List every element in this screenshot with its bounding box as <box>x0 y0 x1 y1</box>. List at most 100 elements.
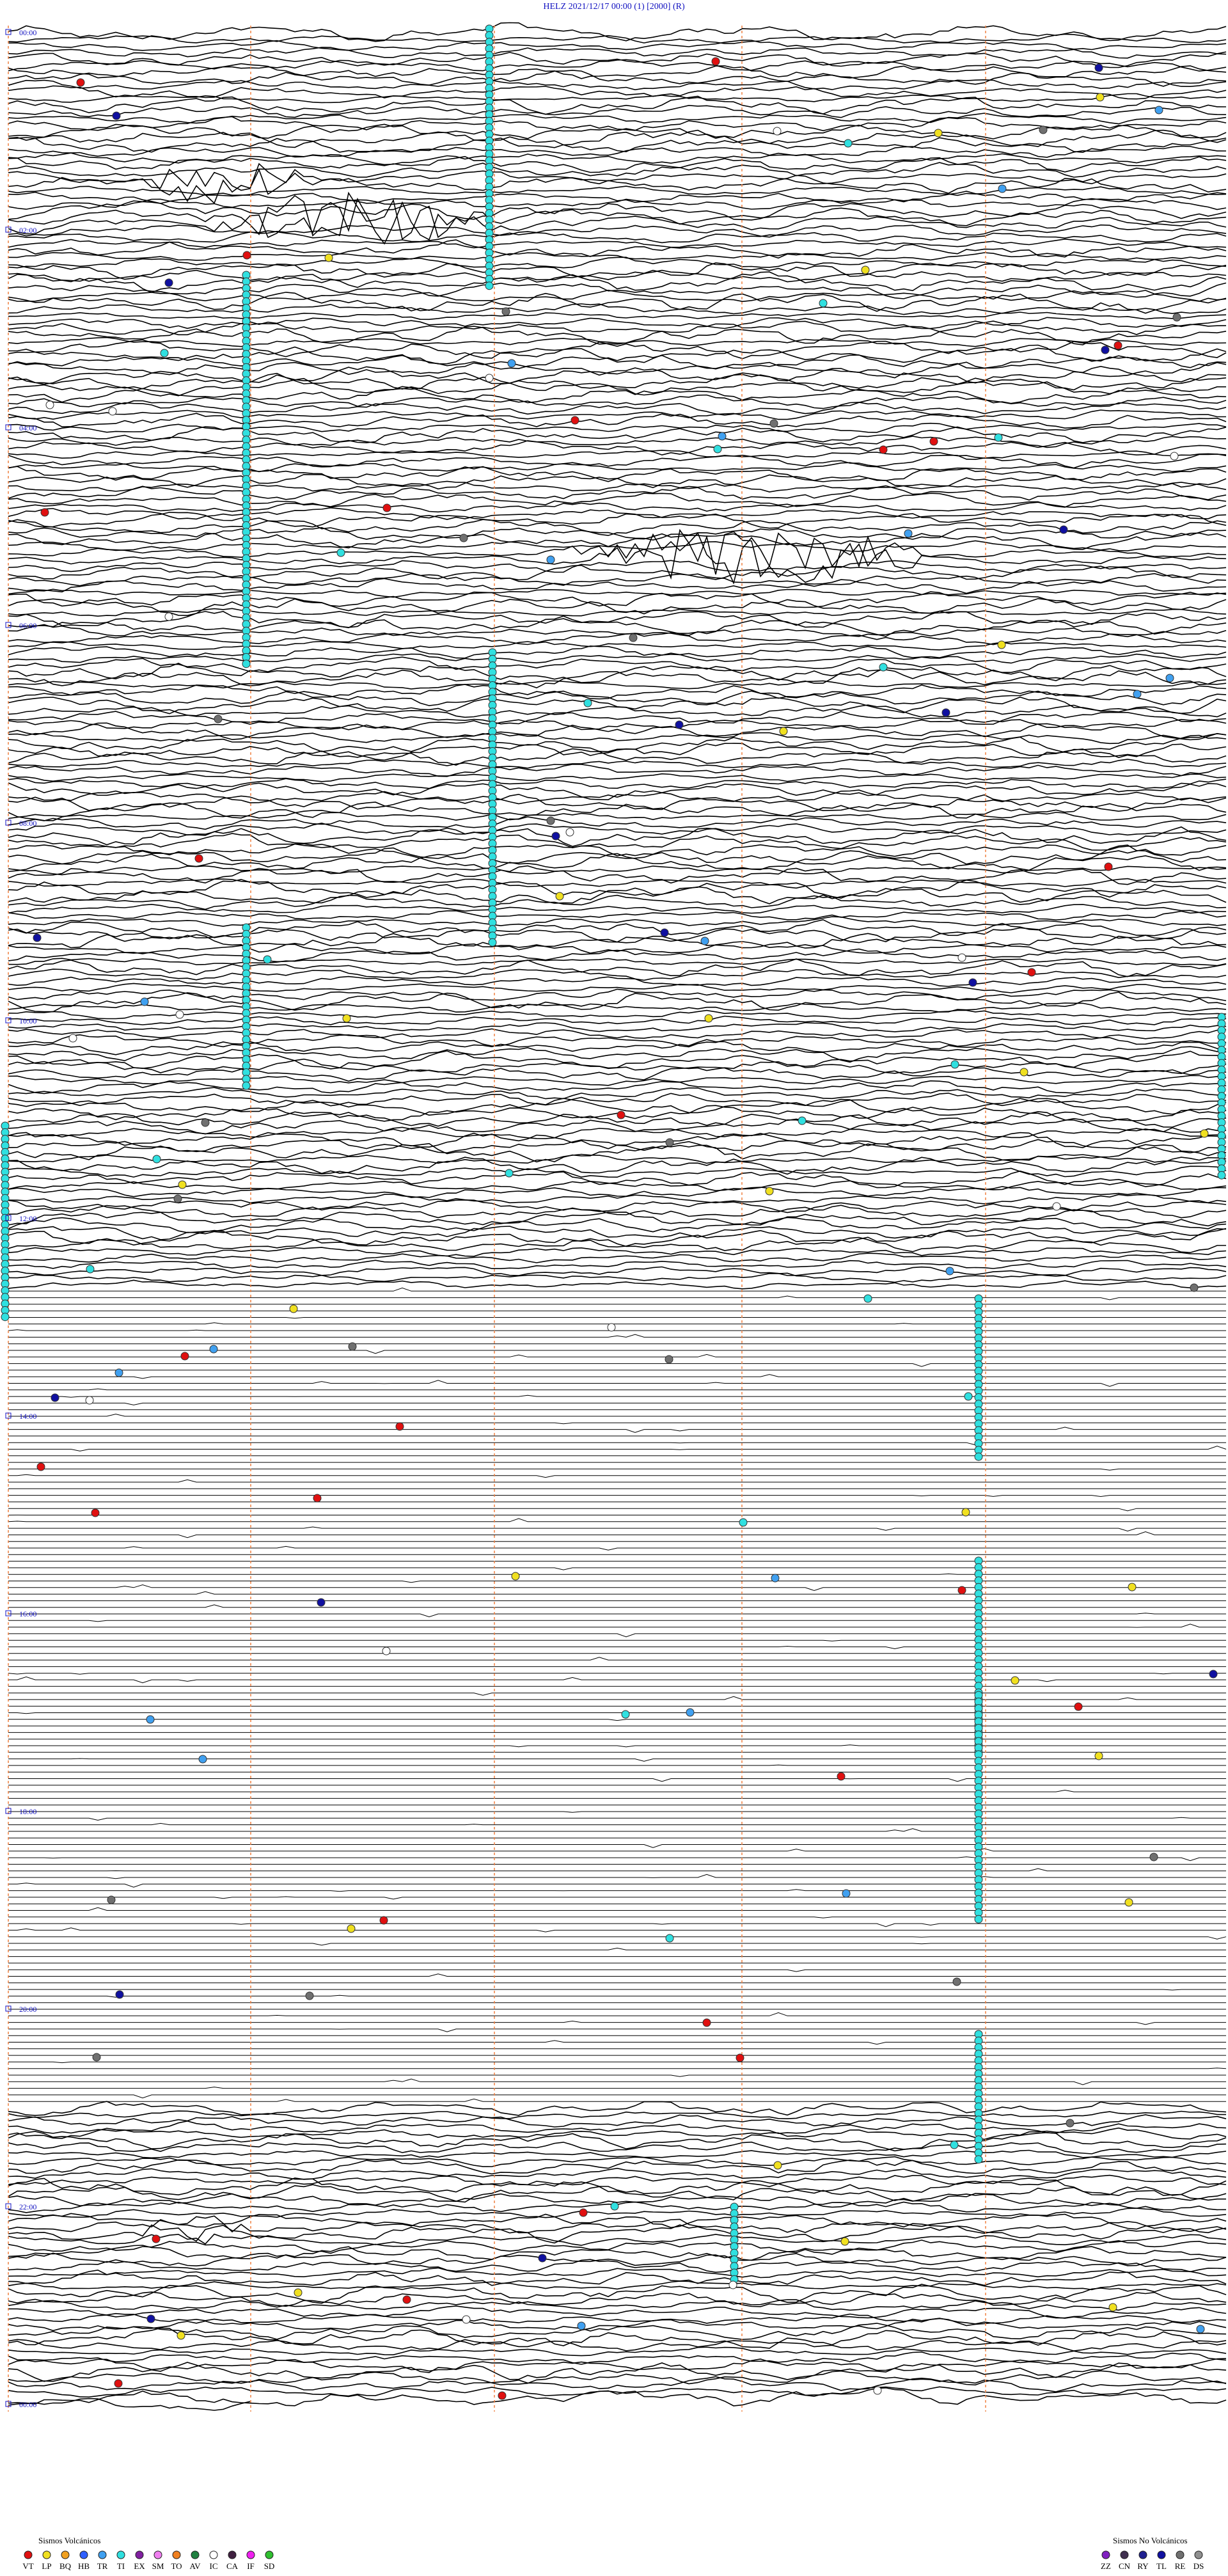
event-marker <box>91 1508 100 1517</box>
trace <box>8 79 1227 91</box>
trace <box>8 1646 1226 1650</box>
trace <box>8 1237 1226 1253</box>
trace <box>8 2398 251 2411</box>
trace <box>8 878 1227 889</box>
trace <box>8 1495 1226 1497</box>
hour-marker <box>5 819 12 826</box>
trace <box>8 1896 1226 1900</box>
event-marker <box>665 1355 673 1364</box>
trace <box>8 1848 1226 1852</box>
trace <box>8 230 1227 244</box>
trace <box>8 145 1227 158</box>
trace <box>8 1170 1227 1189</box>
trace <box>8 645 1227 659</box>
trace <box>8 793 1227 812</box>
event-marker <box>485 374 494 383</box>
trace <box>8 2323 1227 2341</box>
legend-swatch <box>1157 2550 1166 2559</box>
trace <box>8 718 1227 731</box>
event-marker <box>711 57 720 66</box>
trace <box>8 2318 1227 2332</box>
event-marker <box>324 253 333 262</box>
event-marker <box>1114 341 1122 350</box>
event-marker <box>957 953 966 962</box>
event-marker <box>382 503 391 512</box>
event-marker <box>1094 1751 1103 1760</box>
hour-marker <box>5 1017 12 1023</box>
trace <box>8 1322 1226 1325</box>
trace <box>8 1395 1226 1398</box>
trace <box>8 1402 1226 1405</box>
trace <box>8 759 1227 769</box>
event-marker <box>242 1081 251 1090</box>
event-marker <box>998 184 1007 193</box>
trace <box>8 512 1227 529</box>
trace <box>8 532 1227 550</box>
trace <box>8 317 1227 329</box>
trace <box>8 2284 1227 2304</box>
trace <box>8 454 1227 469</box>
trace <box>8 1828 1226 1832</box>
legend-label: HB <box>78 2561 90 2571</box>
trace <box>8 336 1227 347</box>
trace <box>8 493 1227 508</box>
event-marker <box>294 2288 303 2297</box>
trace <box>8 1973 1226 1977</box>
event-marker <box>177 2331 185 2340</box>
trace <box>8 615 1227 637</box>
trace <box>8 85 1227 100</box>
trace <box>8 2074 1226 2077</box>
legend-label: RY <box>1137 2561 1149 2571</box>
trace <box>8 2267 1227 2279</box>
legend-label: SD <box>264 2561 275 2571</box>
event-marker <box>1052 1202 1061 1211</box>
trace <box>8 865 1227 885</box>
trace <box>8 1817 1226 1821</box>
legend-label: AV <box>189 2561 201 2571</box>
trace <box>8 1194 1227 1205</box>
trace <box>8 1186 1227 1198</box>
legend-swatch <box>116 2550 125 2559</box>
legend-label: CA <box>226 2561 239 2571</box>
legend-swatch <box>1176 2550 1185 2559</box>
event-marker <box>242 251 251 260</box>
event-marker <box>289 1304 298 1313</box>
event-marker <box>1101 345 1110 354</box>
trace <box>8 722 1227 741</box>
event-marker <box>146 2314 155 2323</box>
trace <box>8 968 1227 981</box>
trace <box>8 916 1227 927</box>
trace <box>8 2269 1227 2286</box>
trace <box>8 1936 1227 1940</box>
event-marker <box>459 533 468 542</box>
trace <box>8 2101 1227 2116</box>
event-marker <box>863 1294 872 1303</box>
trace <box>8 1180 1227 1192</box>
trace <box>8 2127 1227 2140</box>
legend-label: CN <box>1119 2561 1131 2571</box>
event-marker <box>501 307 510 316</box>
event-marker <box>1172 313 1181 322</box>
trace <box>8 632 1227 645</box>
legend-swatch <box>61 2550 70 2559</box>
legend-swatch <box>191 2550 200 2559</box>
trace <box>8 2109 1227 2119</box>
event-marker <box>660 928 669 937</box>
trace <box>8 2177 1227 2196</box>
trace <box>8 1426 1226 1433</box>
trace <box>8 409 1226 420</box>
time-labels: 00:00 02:00 04:00 06:00 08:00 10:00 12:00 14:00… <box>5 28 36 2409</box>
event-marker <box>36 1462 45 1471</box>
trace <box>8 1380 1226 1387</box>
event-marker <box>33 933 42 942</box>
trace <box>8 269 1227 283</box>
trace <box>8 271 1227 294</box>
event-marker <box>194 854 203 863</box>
event-marker <box>173 1194 182 1203</box>
trace <box>8 2028 1226 2032</box>
trace <box>8 684 1227 700</box>
event-marker <box>160 349 169 358</box>
trace <box>8 1526 1226 1532</box>
event-marker <box>1170 452 1179 461</box>
event-marker <box>1039 125 1048 134</box>
